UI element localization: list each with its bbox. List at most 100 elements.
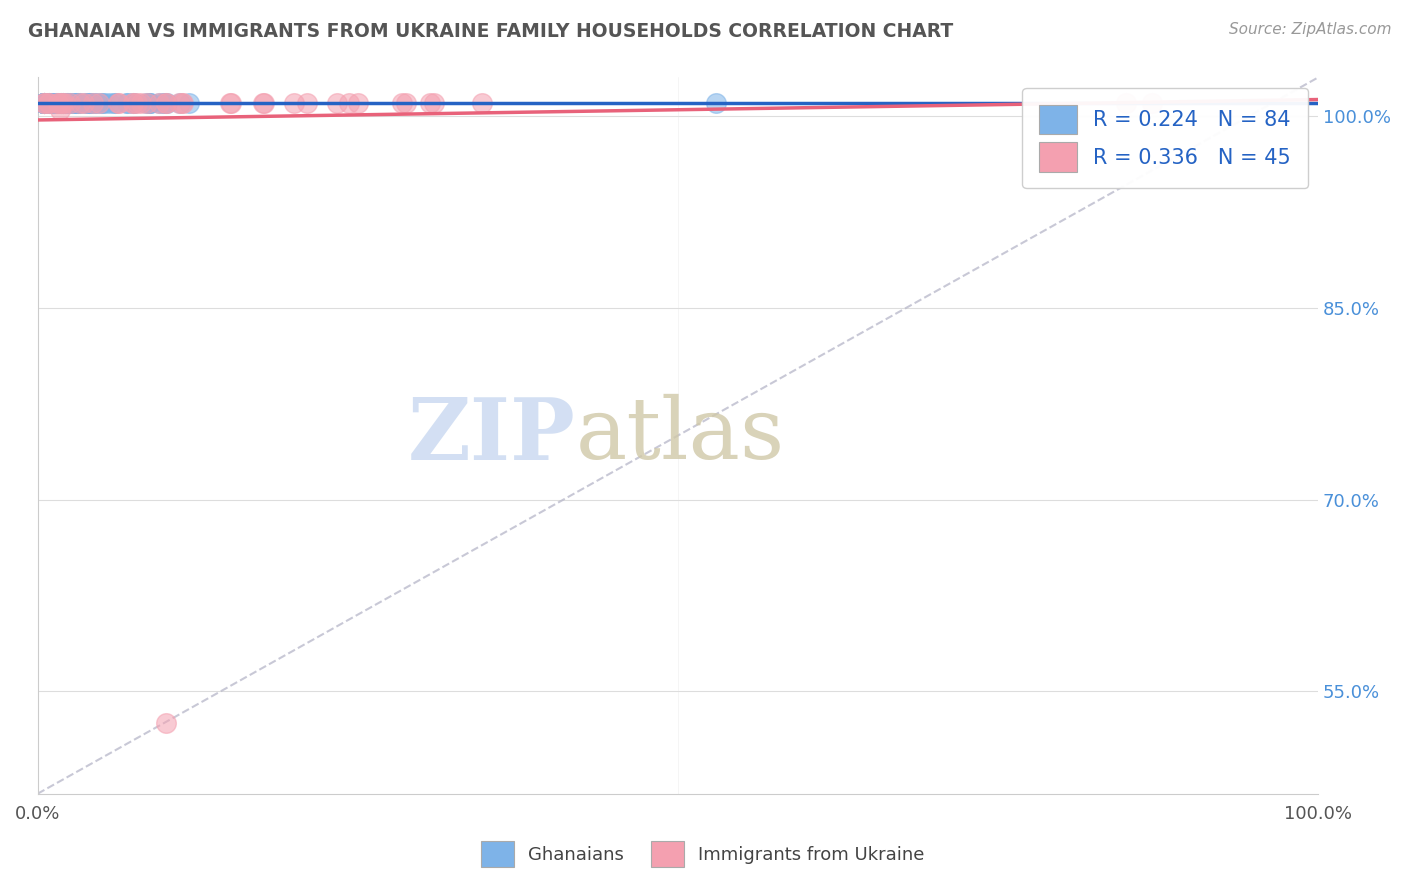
Point [32,95,55,110]
Point [83,95,105,110]
Point [179,95,201,110]
Point [98,95,121,110]
Point [55,95,77,110]
Point [41,95,63,110]
Point [46,95,69,110]
Point [86,95,108,110]
Point [56,95,79,110]
Text: ZIP: ZIP [408,393,575,477]
Legend: Ghanaians, Immigrants from Ukraine: Ghanaians, Immigrants from Ukraine [474,834,932,874]
Point [131,95,153,110]
Point [87,95,110,110]
Point [419,95,441,110]
Point [32,95,55,110]
Point [32,95,55,110]
Point [59,95,82,110]
Point [138,95,160,110]
Point [34,95,56,110]
Point [77,95,100,110]
Text: GHANAIAN VS IMMIGRANTS FROM UKRAINE FAMILY HOUSEHOLDS CORRELATION CHART: GHANAIAN VS IMMIGRANTS FROM UKRAINE FAMI… [28,22,953,41]
Point [283,95,305,110]
Point [167,95,190,110]
Point [155,716,177,731]
Point [69,95,91,110]
Text: Source: ZipAtlas.com: Source: ZipAtlas.com [1229,22,1392,37]
Point [122,95,145,110]
Point [152,95,174,110]
Point [32,95,55,110]
Point [139,95,162,110]
Point [65,95,87,110]
Point [52,95,75,110]
Point [219,95,242,110]
Point [56,95,79,110]
Point [37,95,59,110]
Point [155,95,177,110]
Point [69,95,91,110]
Point [56,95,79,110]
Point [62,95,84,110]
Point [122,95,145,110]
Point [337,95,360,110]
Point [139,95,162,110]
Point [73,95,96,110]
Point [391,95,413,110]
Point [32,95,55,110]
Point [37,95,59,110]
Point [52,95,75,110]
Text: atlas: atlas [575,394,785,477]
Point [91,95,114,110]
Point [56,95,79,110]
Point [38,95,60,110]
Point [77,95,100,110]
Point [67,95,90,110]
Point [63,95,86,110]
Point [32,95,55,110]
Point [103,95,125,110]
Point [32,95,55,110]
Point [67,95,90,110]
Point [76,95,98,110]
Point [79,95,101,110]
Point [1140,95,1163,110]
Point [107,95,129,110]
Point [46,95,69,110]
Point [32,95,55,110]
Point [52,95,75,110]
Point [94,95,117,110]
Point [115,95,138,110]
Point [49,95,72,110]
Point [56,95,79,110]
Point [170,95,193,110]
Point [169,95,191,110]
Point [45,95,67,110]
Point [107,95,129,110]
Point [38,95,60,110]
Point [395,95,418,110]
Point [75,95,97,110]
Point [49,95,72,110]
Point [423,95,446,110]
Point [79,95,101,110]
Point [65,95,87,110]
Point [38,95,60,110]
Point [103,95,125,110]
Point [155,95,177,110]
Point [346,95,368,110]
Point [135,95,157,110]
Point [122,95,145,110]
Point [136,95,159,110]
Point [48,95,70,110]
Point [32,95,55,110]
Point [172,95,194,110]
Point [38,95,60,110]
Point [52,95,75,110]
Point [32,95,55,110]
Point [252,95,274,110]
Legend: R = 0.224   N = 84, R = 0.336   N = 45: R = 0.224 N = 84, R = 0.336 N = 45 [1022,87,1308,188]
Point [122,95,145,110]
Point [38,95,60,110]
Point [155,95,177,110]
Point [218,95,240,110]
Point [39,95,62,110]
